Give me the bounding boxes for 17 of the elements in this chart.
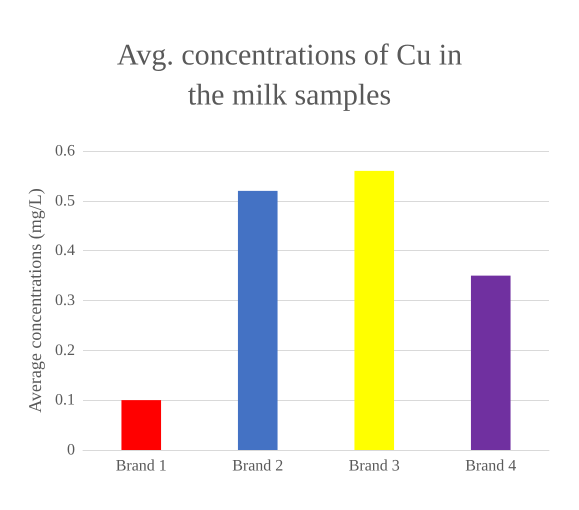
bar	[238, 190, 278, 450]
bar	[470, 276, 511, 450]
x-tick-label: Brand 3	[348, 458, 400, 474]
y-tick-label: 0.1	[55, 392, 75, 409]
y-tick-label: 0.6	[55, 142, 75, 160]
x-tick-label: Brand 2	[232, 458, 284, 474]
y-tick-label: 0.2	[55, 342, 75, 359]
bar	[354, 170, 394, 450]
y-tick-label: 0.4	[55, 242, 75, 260]
bar	[121, 400, 162, 450]
y-tick-label: 0.5	[55, 192, 75, 210]
y-axis-title: Average concentrations (mg/L)	[25, 188, 46, 413]
x-tick-label: Brand 1	[116, 458, 167, 474]
y-tick-label: 0	[67, 442, 75, 458]
x-tick-label: Brand 4	[465, 458, 516, 474]
y-tick-label: 0.3	[55, 292, 75, 309]
chart-title: Avg. concentrations of Cu in the milk samples	[116, 38, 462, 112]
